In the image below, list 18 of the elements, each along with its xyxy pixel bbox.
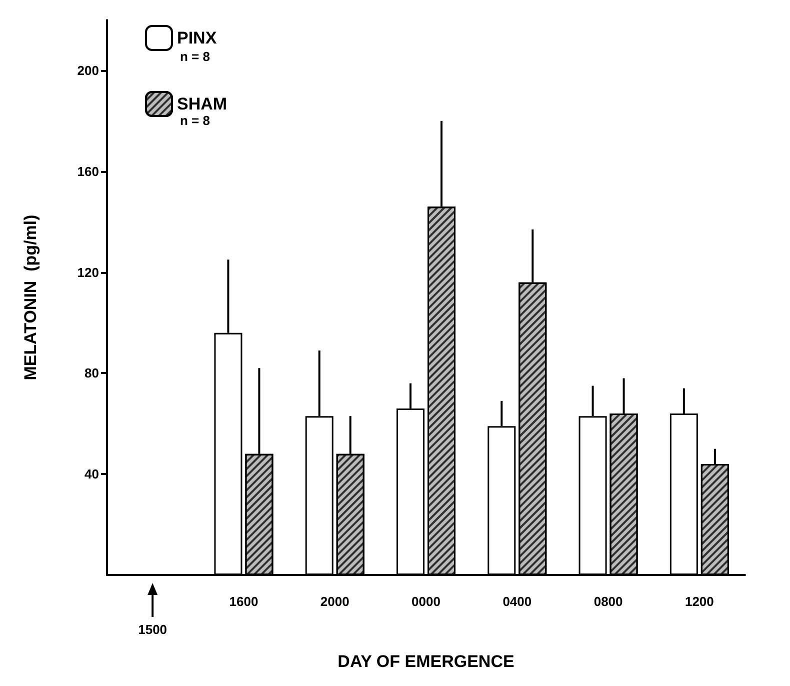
x-tick-label: 1200 <box>684 594 714 609</box>
legend-label: SHAM <box>177 94 228 114</box>
y-axis-title: MELATONIN (pg/ml) <box>21 214 40 380</box>
x-axis-title: DAY OF EMERGENCE <box>338 652 514 671</box>
y-tick-label: 160 <box>77 164 99 179</box>
x-tick-label: 0400 <box>502 594 532 609</box>
legend-label: PINX <box>177 28 218 48</box>
x-tick-label: 2000 <box>320 594 350 609</box>
x-tick-label: 1600 <box>229 594 258 609</box>
y-tick-label: 80 <box>84 366 99 381</box>
text: 1500 <box>138 622 168 637</box>
annotation: n = 8 <box>180 113 210 128</box>
x-tick-label: 0000 <box>412 594 440 609</box>
y-tick-label: 40 <box>84 466 99 482</box>
x-tick-label: 0800 <box>594 594 623 609</box>
y-tick-label: 200 <box>77 62 99 78</box>
annotation: n = 8 <box>180 49 210 64</box>
y-tick-label: 120 <box>77 264 99 280</box>
